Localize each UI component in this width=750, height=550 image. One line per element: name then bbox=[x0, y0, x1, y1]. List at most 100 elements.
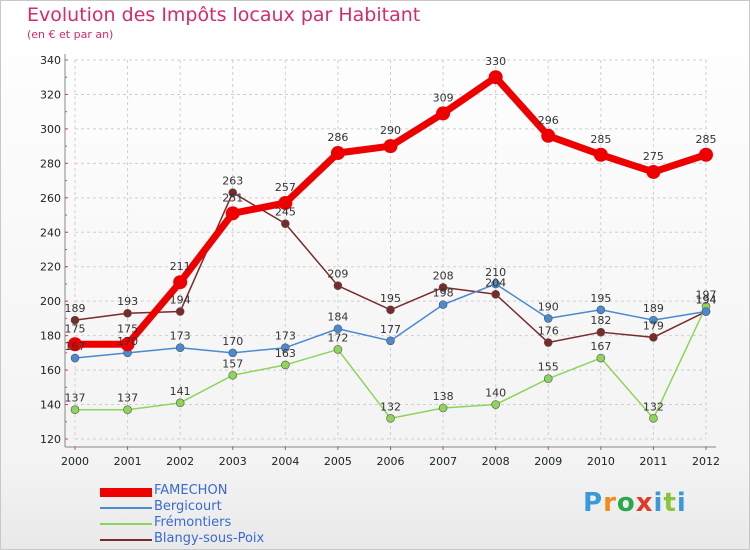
data-label-fr-montiers: 172 bbox=[327, 331, 348, 344]
data-label-bergicourt: 170 bbox=[117, 335, 138, 348]
data-label-fr-montiers: 157 bbox=[222, 357, 243, 370]
legend-swatch bbox=[100, 539, 152, 541]
x-tick-label: 2001 bbox=[114, 455, 142, 468]
logo-letter: r bbox=[603, 488, 617, 518]
legend-swatch bbox=[100, 507, 152, 509]
data-label-blangy-sous-poix: 189 bbox=[65, 302, 86, 315]
data-point-bergicourt bbox=[596, 305, 606, 315]
data-point-blangy-sous-poix bbox=[70, 315, 80, 325]
y-tick-label: 200 bbox=[40, 295, 61, 308]
legend-label: Frémontiers bbox=[154, 515, 232, 530]
y-tick-label: 340 bbox=[40, 54, 61, 67]
data-point-famechon bbox=[330, 146, 345, 161]
data-label-blangy-sous-poix: 204 bbox=[485, 276, 506, 289]
data-point-fr-montiers bbox=[491, 400, 500, 409]
data-label-fr-montiers: 138 bbox=[433, 390, 454, 403]
data-label-fr-montiers: 137 bbox=[117, 392, 138, 405]
data-label-blangy-sous-poix: 193 bbox=[117, 295, 138, 308]
data-label-bergicourt: 194 bbox=[696, 294, 717, 307]
data-point-bergicourt bbox=[649, 315, 658, 325]
data-point-blangy-sous-poix bbox=[649, 333, 658, 342]
logo-letter: x bbox=[635, 488, 654, 518]
data-label-fr-montiers: 140 bbox=[485, 387, 506, 400]
data-point-famechon bbox=[383, 139, 398, 154]
data-label-fr-montiers: 132 bbox=[380, 400, 401, 413]
data-label-fr-montiers: 197 bbox=[696, 288, 717, 301]
data-label-fr-montiers: 163 bbox=[275, 347, 296, 360]
data-point-famechon bbox=[593, 147, 608, 162]
data-label-blangy-sous-poix: 179 bbox=[643, 319, 664, 332]
data-label-famechon: 257 bbox=[275, 181, 296, 194]
data-label-fr-montiers: 155 bbox=[538, 361, 559, 374]
data-point-fr-montiers bbox=[649, 414, 658, 423]
data-label-bergicourt: 167 bbox=[65, 340, 86, 353]
data-point-blangy-sous-poix bbox=[491, 289, 500, 299]
data-label-bergicourt: 184 bbox=[327, 311, 348, 324]
logo-letter: i bbox=[676, 488, 687, 518]
data-label-blangy-sous-poix: 194 bbox=[696, 294, 717, 307]
data-point-bergicourt bbox=[228, 348, 238, 358]
data-label-bergicourt: 173 bbox=[170, 330, 191, 343]
data-point-blangy-sous-poix bbox=[123, 308, 132, 318]
data-point-blangy-sous-poix bbox=[438, 283, 448, 292]
data-label-famechon: 290 bbox=[380, 124, 401, 137]
axes: 120 140 160 180 200 220 240 260 280 300 320 340 2000… bbox=[40, 54, 720, 468]
data-point-famechon bbox=[120, 337, 135, 352]
data-point-fr-montiers bbox=[228, 370, 238, 380]
y-tick-label: 240 bbox=[40, 226, 61, 239]
data-point-famechon bbox=[646, 164, 661, 179]
data-label-bergicourt: 173 bbox=[275, 330, 296, 343]
data-point-fr-montiers bbox=[175, 398, 185, 408]
y-tick-label: 280 bbox=[40, 157, 61, 170]
data-label-famechon: 275 bbox=[643, 150, 664, 163]
data-point-bergicourt bbox=[438, 300, 448, 309]
x-tick-label: 2007 bbox=[429, 455, 457, 468]
data-point-bergicourt bbox=[491, 279, 500, 289]
data-label-bergicourt: 190 bbox=[538, 300, 559, 313]
data-label-bergicourt: 189 bbox=[643, 302, 664, 315]
data-point-famechon bbox=[278, 195, 293, 210]
y-tick-label: 160 bbox=[40, 364, 61, 377]
data-point-bergicourt bbox=[543, 314, 553, 323]
x-tick-label: 2006 bbox=[377, 455, 405, 468]
data-point-blangy-sous-poix bbox=[543, 338, 553, 347]
logo-letter: P bbox=[583, 488, 604, 518]
y-tick-label: 140 bbox=[40, 399, 61, 412]
x-tick-label: 2000 bbox=[61, 455, 89, 468]
data-label-bergicourt: 210 bbox=[485, 266, 506, 279]
x-tick-label: 2004 bbox=[271, 455, 299, 468]
data-label-blangy-sous-poix: 208 bbox=[433, 269, 454, 282]
x-tick-label: 2012 bbox=[692, 455, 720, 468]
x-tick-label: 2011 bbox=[639, 455, 667, 468]
data-label-bergicourt: 170 bbox=[222, 335, 243, 348]
data-point-fr-montiers bbox=[543, 374, 553, 384]
y-tick-label: 260 bbox=[40, 192, 61, 205]
data-point-bergicourt bbox=[70, 353, 80, 363]
data-label-blangy-sous-poix: 195 bbox=[380, 292, 401, 305]
x-tick-label: 2010 bbox=[587, 455, 615, 468]
data-label-bergicourt: 177 bbox=[380, 323, 401, 336]
x-tick-label: 2002 bbox=[166, 455, 194, 468]
chart-title: Evolution des Impôts locaux par Habitant bbox=[27, 4, 421, 26]
y-tick-label: 320 bbox=[40, 88, 61, 101]
data-point-famechon bbox=[225, 206, 240, 221]
data-point-bergicourt bbox=[333, 324, 343, 334]
data-label-famechon: 309 bbox=[433, 91, 454, 104]
data-label-blangy-sous-poix: 209 bbox=[327, 268, 348, 281]
data-point-fr-montiers bbox=[596, 353, 606, 363]
data-point-bergicourt bbox=[386, 336, 395, 346]
data-label-blangy-sous-poix: 194 bbox=[170, 294, 191, 307]
data-label-famechon: 286 bbox=[327, 131, 348, 144]
legend-swatch bbox=[100, 523, 152, 525]
data-point-blangy-sous-poix bbox=[175, 307, 185, 316]
proxiti-logo: Proxiti bbox=[583, 488, 687, 518]
x-tick-label: 2008 bbox=[482, 455, 510, 468]
data-point-fr-montiers bbox=[70, 405, 80, 415]
data-label-fr-montiers: 132 bbox=[643, 400, 664, 413]
data-point-blangy-sous-poix bbox=[333, 281, 343, 290]
legend-label: Blangy-sous-Poix bbox=[154, 531, 265, 546]
line-chart: 120 140 160 180 200 220 240 260 280 300 320 340 2000… bbox=[40, 54, 720, 468]
chart-subtitle: (en € et par an) bbox=[27, 28, 114, 41]
